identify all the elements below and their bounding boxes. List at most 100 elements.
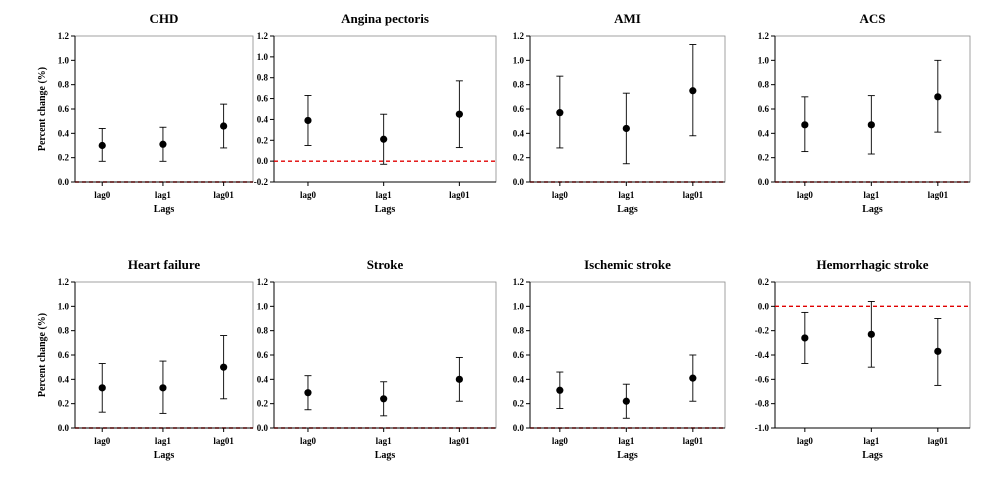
estimate-point (934, 93, 942, 101)
plot-frame (774, 35, 971, 183)
y-tick-label: 0.0 (758, 177, 770, 187)
x-tick-label: lag0 (94, 436, 111, 446)
y-tick-label: 0.6 (758, 104, 770, 114)
y-tick-label: 0.4 (758, 128, 770, 138)
x-tick-label: lag0 (552, 436, 569, 446)
y-tick-label: 0.2 (513, 399, 525, 409)
y-tick-label: 0.4 (513, 128, 525, 138)
x-axis-label: Lags (617, 204, 638, 215)
x-tick-label: lag0 (300, 190, 317, 200)
x-tick-label: lag01 (928, 436, 949, 446)
y-tick-label: 0.2 (257, 399, 269, 409)
x-tick-label: lag1 (863, 190, 880, 200)
panel-1: CHD 0.0 0.2 0.4 0.6 0.8 1.0 1.2 lag0 lag1 lag01 Lag… (37, 11, 254, 215)
y-tick-label: 0.4 (257, 114, 269, 124)
plot-frame (273, 35, 497, 183)
x-tick-label: lag01 (449, 436, 470, 446)
panel-title: Stroke (367, 257, 404, 272)
estimate-point (867, 330, 875, 338)
y-tick-label: 0.4 (58, 128, 70, 138)
y-tick-label: 1.2 (257, 31, 269, 41)
estimate-point (159, 140, 167, 148)
y-tick-label: 0.2 (257, 135, 269, 145)
y-tick-label: 0.2 (58, 153, 70, 163)
x-tick-label: lag0 (797, 190, 814, 200)
x-tick-label: lag1 (618, 436, 635, 446)
y-tick-label: 0.0 (513, 177, 525, 187)
panel-3: AMI 0.0 0.2 0.4 0.6 0.8 1.0 1.2 lag0 lag1 lag01 Lag… (513, 11, 726, 215)
y-tick-label: 0.2 (58, 399, 70, 409)
y-tick-label: 0.8 (257, 73, 269, 83)
x-tick-label: lag01 (213, 190, 234, 200)
estimate-point (304, 389, 312, 397)
y-tick-label: 1.0 (257, 52, 269, 62)
y-tick-label: -0.4 (755, 350, 770, 360)
panel-title: CHD (150, 11, 179, 26)
y-axis-label: Percent change (%) (37, 67, 48, 151)
x-tick-label: lag0 (552, 190, 569, 200)
estimate-point (220, 122, 228, 130)
plot-frame (529, 35, 726, 183)
y-tick-label: 0.6 (513, 104, 525, 114)
y-tick-label: 0.8 (513, 80, 525, 90)
estimate-point (380, 395, 388, 403)
y-tick-label: 0.2 (758, 153, 770, 163)
y-tick-label: 1.0 (513, 301, 525, 311)
y-tick-label: 0.2 (513, 153, 525, 163)
x-axis-label: Lags (617, 450, 638, 461)
estimate-point (98, 384, 106, 392)
x-tick-label: lag01 (683, 436, 704, 446)
panel-2: Angina pectoris -0.2 0.0 0.2 0.4 0.6 0.8 1.0 1.2… (254, 11, 497, 215)
panel-title: ACS (859, 11, 885, 26)
panel-7: Ischemic stroke 0.0 0.2 0.4 0.6 0.8 1.0 1.2 lag0… (513, 257, 726, 461)
estimate-point (159, 384, 167, 392)
estimate-point (455, 375, 463, 383)
y-tick-label: 0.6 (257, 94, 269, 104)
panel-5: Heart failure 0.0 0.2 0.4 0.6 0.8 1.0 1.2 lag0 la… (37, 257, 254, 461)
estimate-point (689, 87, 697, 95)
panel-title: Heart failure (128, 257, 201, 272)
y-tick-label: 1.2 (58, 31, 70, 41)
estimate-point (304, 116, 312, 125)
y-tick-label: 0.6 (58, 104, 70, 114)
y-tick-label: 0.8 (513, 326, 525, 336)
x-tick-label: lag01 (449, 190, 470, 200)
y-tick-label: 0.0 (257, 423, 269, 433)
y-tick-label: 1.0 (257, 301, 269, 311)
estimate-point (98, 141, 106, 150)
x-tick-label: lag1 (618, 190, 635, 200)
panel-title: Angina pectoris (341, 11, 429, 26)
y-tick-label: 1.2 (58, 277, 70, 287)
y-tick-label: 1.0 (58, 301, 70, 311)
panel-8: Hemorrhagic stroke -1.0 -0.8 -0.6 -0.4 -0.2 0.… (755, 257, 971, 461)
x-axis-label: Lags (154, 450, 175, 461)
x-tick-label: lag1 (155, 436, 172, 446)
y-tick-label: 0.0 (257, 156, 269, 166)
y-tick-label: 0.6 (513, 350, 525, 360)
panel-title: Ischemic stroke (584, 257, 671, 272)
y-tick-label: 1.2 (513, 31, 525, 41)
estimate-point (867, 121, 875, 129)
y-tick-label: 1.0 (513, 55, 525, 65)
y-tick-label: 0.8 (58, 80, 70, 90)
y-tick-label: 0.8 (257, 326, 269, 336)
estimate-point (220, 363, 228, 371)
y-tick-label: 1.0 (758, 55, 770, 65)
y-tick-label: 1.0 (58, 55, 70, 65)
estimate-point (622, 124, 630, 133)
y-tick-label: 0.4 (513, 374, 525, 384)
x-axis-label: Lags (862, 450, 883, 461)
y-tick-label: 0.6 (58, 350, 70, 360)
estimate-point (556, 386, 564, 394)
y-tick-label: 0.2 (758, 277, 770, 287)
y-tick-label: 0.0 (58, 423, 70, 433)
estimate-point (689, 374, 697, 382)
y-tick-label: 0.4 (58, 374, 70, 384)
y-tick-label: 0.0 (513, 423, 525, 433)
y-tick-label: 0.8 (758, 80, 770, 90)
y-tick-label: 0.8 (58, 326, 70, 336)
y-tick-label: -0.2 (755, 326, 770, 336)
y-tick-label: -0.8 (755, 399, 770, 409)
